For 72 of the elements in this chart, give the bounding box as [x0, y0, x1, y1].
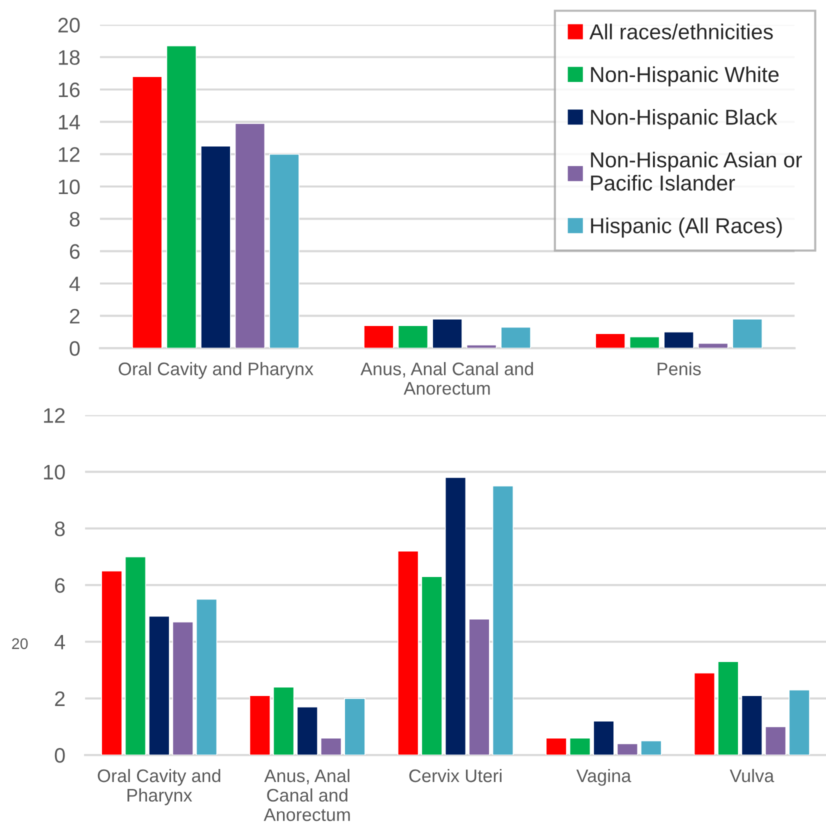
y-tick-label: 10 [44, 464, 65, 480]
legend-label: Non-Hispanic Asian or Pacific Islander [591, 152, 802, 191]
bar [172, 622, 194, 756]
y-tick-label: 20 [58, 18, 80, 33]
bar [500, 326, 531, 348]
bar [344, 698, 366, 756]
bar [741, 695, 763, 756]
bar [466, 344, 497, 348]
bar [546, 738, 567, 756]
bar [765, 726, 786, 756]
bar [698, 342, 728, 348]
y-tick-label: 2 [70, 308, 80, 324]
legend-label: Non-Hispanic White [591, 66, 779, 86]
bar [132, 76, 162, 348]
y-tick-label: 2 [55, 691, 65, 706]
y-tick-label: 14 [58, 115, 80, 130]
bar [364, 325, 394, 348]
text: 20 [12, 638, 28, 650]
bar [718, 661, 739, 756]
bar [629, 336, 660, 348]
y-tick-label: 0 [54, 748, 65, 763]
y-tick-label: 6 [70, 244, 80, 259]
bar [269, 154, 300, 348]
bar [444, 477, 466, 756]
x-tick-label: Vagina [576, 768, 632, 786]
bar [200, 146, 231, 348]
bar [124, 556, 146, 756]
y-tick-label: 18 [58, 50, 80, 65]
legend-label: Hispanic (All Races) [591, 218, 782, 238]
bar [616, 743, 638, 756]
bar [595, 333, 626, 348]
y-tick-label: 16 [58, 82, 80, 98]
bar [148, 616, 170, 756]
bar [320, 738, 342, 756]
legend-label: All races/ethnicities [589, 24, 773, 40]
y-tick-label: 12 [58, 147, 80, 162]
bar [421, 576, 442, 756]
bar [640, 740, 662, 756]
bar [569, 738, 591, 756]
bar [468, 618, 490, 756]
bar [196, 598, 218, 756]
x-tick-label: Cervix Uteri [409, 768, 502, 782]
x-tick-label: Anus, Anal Canal and Anorectum [360, 362, 533, 395]
y-tick-label: 6 [55, 578, 65, 593]
x-tick-label: Vulva [730, 768, 774, 782]
x-tick-label: Oral Cavity and Pharynx [98, 768, 220, 806]
y-tick-label: 8 [54, 521, 65, 536]
y-tick-label: 12 [44, 408, 65, 423]
bar [296, 706, 318, 756]
bar [664, 332, 694, 348]
bar [694, 672, 716, 756]
y-tick-label: 4 [69, 276, 80, 292]
bar [788, 689, 810, 756]
bar [492, 486, 514, 756]
bar [432, 318, 462, 348]
bar [593, 720, 614, 756]
bar [101, 570, 122, 756]
y-tick-label: 0 [70, 341, 80, 356]
legend-label: Non-Hispanic Black [591, 109, 778, 130]
bar [732, 318, 763, 348]
x-tick-label: Oral Cavity and Pharynx [118, 362, 314, 379]
bar [166, 45, 197, 348]
bar [234, 123, 266, 348]
bar [273, 686, 294, 756]
x-tick-label: Penis [658, 362, 701, 376]
y-tick-label: 8 [70, 212, 80, 227]
y-tick-label: 10 [58, 179, 80, 194]
bar [398, 550, 419, 756]
bar [249, 695, 271, 756]
bar [398, 325, 428, 348]
x-tick-label: Anus, Anal Canal and Anorectum [264, 768, 350, 822]
y-tick-label: 4 [54, 634, 66, 650]
